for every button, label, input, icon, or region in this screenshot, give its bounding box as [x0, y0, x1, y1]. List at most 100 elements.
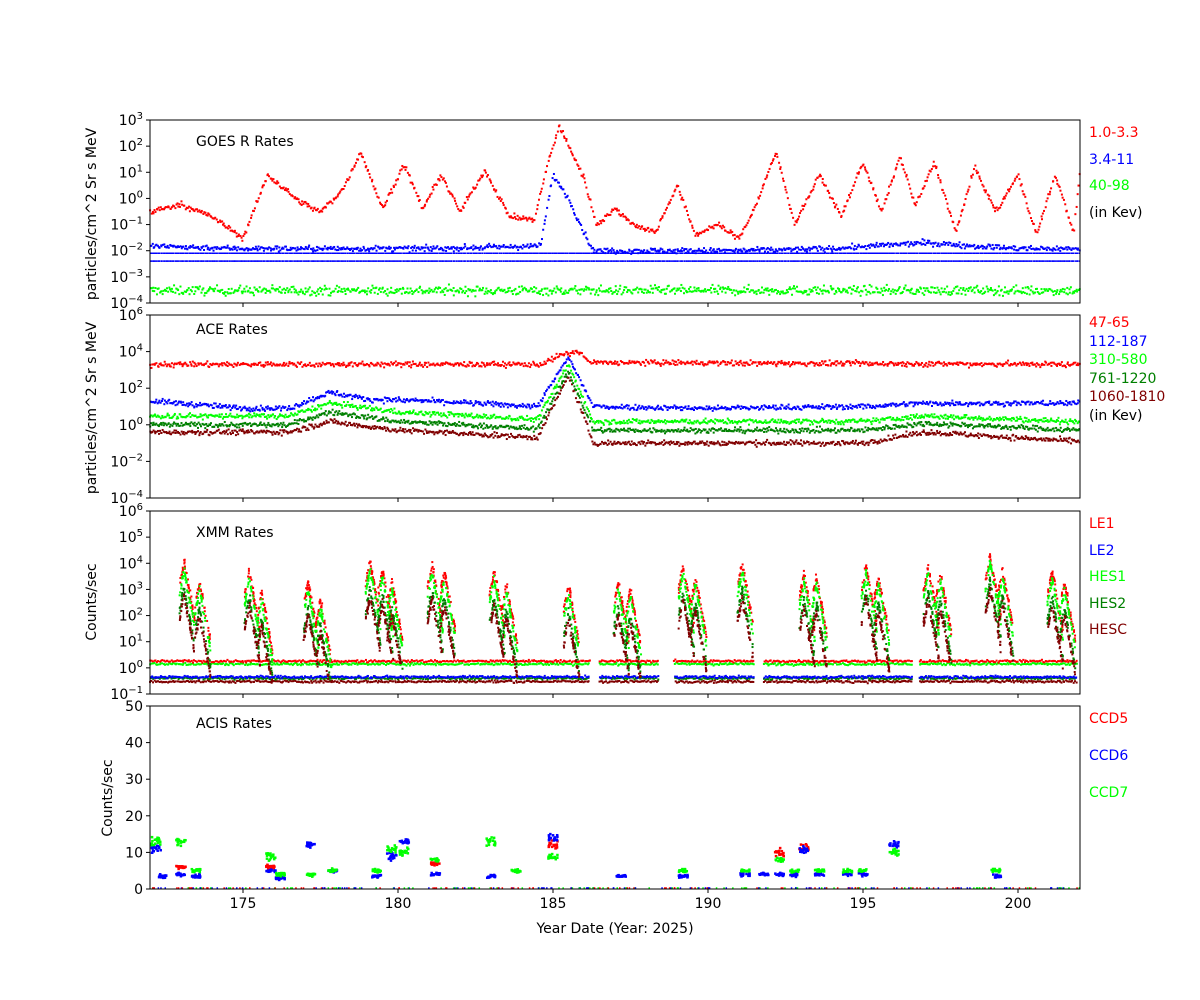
data-point	[153, 246, 156, 249]
data-point	[364, 252, 367, 254]
data-point	[669, 252, 671, 254]
data-point	[384, 289, 387, 292]
data-point	[675, 289, 678, 292]
data-point	[986, 287, 989, 290]
data-point	[197, 430, 200, 433]
data-point	[1052, 180, 1055, 183]
data-point	[737, 235, 740, 238]
data-point	[1011, 260, 1013, 262]
data-point	[704, 290, 707, 293]
data-point	[325, 247, 328, 250]
data-point	[297, 293, 300, 296]
data-point	[463, 260, 465, 262]
data-point	[243, 249, 246, 252]
data-point	[579, 293, 582, 296]
data-point	[444, 434, 447, 437]
data-point	[958, 220, 961, 223]
data-point	[308, 244, 311, 247]
data-point	[217, 289, 220, 292]
data-point	[943, 287, 946, 290]
data-point	[662, 288, 665, 291]
data-point	[816, 176, 819, 179]
data-point	[504, 207, 507, 210]
data-point	[760, 286, 763, 289]
data-point	[357, 260, 359, 262]
data-point	[512, 217, 515, 220]
data-point	[207, 246, 210, 249]
data-point	[158, 252, 161, 254]
data-point	[788, 260, 790, 262]
data-point	[324, 206, 327, 209]
data-point	[500, 245, 503, 248]
data-point	[325, 252, 328, 254]
data-point	[496, 252, 499, 254]
data-point	[320, 288, 323, 291]
data-point	[1054, 252, 1057, 254]
data-point	[213, 252, 216, 254]
data-point	[149, 287, 152, 290]
data-point	[585, 260, 588, 262]
data-point	[493, 252, 495, 254]
data-point	[192, 244, 195, 247]
data-point	[1044, 289, 1047, 292]
data-point	[1075, 288, 1078, 291]
data-point	[789, 288, 792, 291]
data-point	[1056, 260, 1058, 262]
data-point	[359, 249, 362, 252]
data-point	[408, 291, 411, 294]
data-point	[632, 223, 635, 226]
data-point	[759, 260, 761, 262]
data-point	[800, 291, 803, 294]
data-point	[396, 260, 399, 262]
data-point	[470, 191, 473, 194]
data-point	[217, 220, 220, 223]
data-point	[589, 244, 592, 247]
data-point	[999, 260, 1002, 262]
data-point	[407, 252, 410, 254]
data-point	[256, 252, 259, 254]
data-point	[881, 294, 884, 297]
data-point	[720, 252, 723, 254]
data-point	[263, 260, 265, 262]
data-point	[805, 289, 808, 292]
data-point	[835, 291, 838, 294]
data-point	[425, 289, 428, 292]
data-point	[192, 252, 195, 254]
data-point	[990, 247, 993, 250]
data-point	[907, 240, 910, 243]
data-point	[282, 186, 285, 189]
data-point	[367, 168, 370, 171]
data-point	[357, 252, 359, 254]
data-point	[384, 252, 386, 254]
data-point	[920, 243, 923, 246]
data-point	[624, 441, 627, 444]
data-point	[158, 246, 161, 249]
data-point	[260, 246, 263, 249]
data-point	[851, 242, 854, 245]
data-point	[233, 290, 236, 293]
data-point	[626, 251, 629, 254]
data-point	[409, 287, 412, 290]
data-point	[365, 165, 368, 168]
data-point	[628, 289, 631, 292]
data-point	[325, 260, 328, 262]
data-point	[211, 260, 214, 262]
data-point	[629, 443, 632, 446]
data-point	[452, 250, 455, 253]
data-point	[636, 252, 638, 254]
data-point	[250, 216, 253, 219]
data-point	[247, 429, 250, 432]
data-point	[195, 208, 198, 211]
data-point	[191, 260, 193, 262]
data-point	[285, 252, 287, 254]
data-point	[539, 192, 542, 195]
data-point	[988, 194, 991, 197]
data-point	[652, 248, 655, 251]
data-point	[514, 217, 517, 220]
data-point	[914, 292, 917, 295]
data-point	[462, 246, 465, 249]
data-point	[421, 247, 424, 250]
data-point	[445, 249, 448, 252]
data-point	[1020, 183, 1023, 186]
data-point	[340, 252, 343, 254]
